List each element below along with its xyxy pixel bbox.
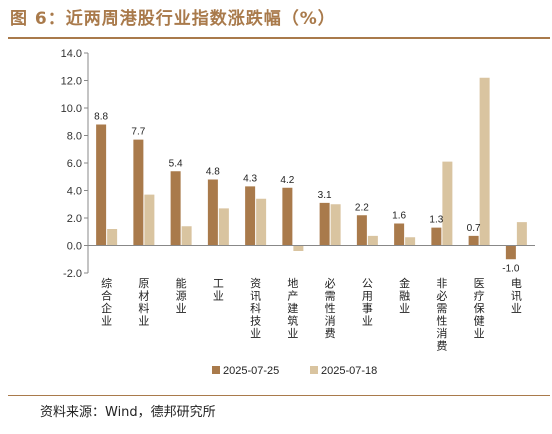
x-category-label: 非必需性消费	[436, 277, 447, 353]
bar-1	[207, 179, 218, 246]
x-category-label: 原材料业	[138, 277, 149, 328]
legend-label-1: 2025-07-25	[223, 365, 279, 377]
bar-2	[442, 161, 453, 246]
bar-2	[107, 229, 118, 246]
data-label: -1.0	[502, 263, 520, 274]
data-label: 1.3	[429, 215, 443, 226]
data-label: 2.2	[355, 202, 369, 213]
data-label: 3.1	[318, 190, 332, 201]
legend-label-2: 2025-07-18	[321, 365, 377, 377]
y-tick-label: 14.0	[61, 48, 82, 60]
data-labels: 8.8 7.7 5.4 4.8 4.3 4.2 3.1 2.2 1.6 1.3 0.7 -1.0	[94, 112, 520, 275]
bar-1	[356, 215, 367, 246]
x-category-label: 公用事业	[362, 277, 373, 328]
data-label: 5.4	[169, 158, 183, 169]
data-label: 7.7	[131, 127, 145, 138]
bar-1	[468, 235, 479, 246]
x-category-label: 医疗保健业	[474, 277, 485, 340]
data-label: 8.8	[94, 112, 108, 123]
source-note: 资料来源：Wind，德邦研究所	[40, 405, 216, 420]
y-axis: -2.0 0.0 2.0 4.0 6.0 8.0 10.0 12.0 14.0	[61, 48, 89, 280]
chart-title: 图 6：近两周港股行业指数涨跌幅（%）	[10, 9, 336, 29]
bar-2	[330, 204, 341, 246]
bar-1	[319, 202, 330, 246]
y-tick-label: 6.0	[67, 158, 82, 170]
legend-swatch-1	[212, 366, 220, 374]
bars	[96, 77, 527, 260]
legend: 2025-07-25 2025-07-18	[212, 365, 377, 377]
y-tick-label: 2.0	[67, 213, 82, 225]
bar-2	[218, 208, 229, 246]
bar-1	[394, 223, 405, 246]
source-divider	[8, 395, 550, 396]
y-tick-label: 12.0	[61, 76, 82, 88]
data-label: 1.6	[392, 211, 406, 222]
x-axis: 综合企业 原材料业 能源业 工业 资讯科技业 地产建筑业 必需性消费 公用事业 金融业 非必需性消…	[88, 245, 535, 353]
bar-2	[144, 194, 155, 246]
data-label: 4.8	[206, 167, 220, 178]
bar-1	[133, 139, 144, 246]
bar-2	[256, 198, 267, 246]
x-category-label: 电讯业	[511, 277, 522, 315]
y-tick-label: 0.0	[67, 241, 82, 253]
y-tick-label: 4.0	[67, 186, 82, 198]
x-category-label: 资讯科技业	[250, 277, 261, 340]
x-category-label: 综合企业	[101, 276, 112, 328]
bar-1	[282, 187, 293, 246]
x-category-label: 必需性消费	[325, 277, 336, 340]
data-label: 4.2	[280, 175, 294, 186]
bar-2	[367, 235, 378, 246]
title-divider	[8, 37, 550, 39]
x-category-label: 金融业	[399, 276, 410, 315]
bar-1	[96, 124, 107, 246]
data-label: 4.3	[243, 173, 257, 184]
bar-1	[170, 171, 181, 246]
x-category-label: 能源业	[176, 276, 187, 315]
bar-2	[479, 77, 490, 246]
bar-1	[431, 227, 442, 246]
bar-2	[405, 237, 416, 246]
y-tick-label: 10.0	[61, 103, 82, 115]
bar-chart: -2.0 0.0 2.0 4.0 6.0 8.0 10.0 12.0 14.0 8.8 7.7 5.…	[61, 48, 535, 377]
bar-1	[245, 186, 256, 246]
y-tick-label: -2.0	[63, 268, 82, 280]
bar-2	[181, 226, 192, 246]
bar-2	[516, 222, 527, 246]
legend-swatch-2	[310, 366, 318, 374]
bar-2	[293, 245, 304, 251]
y-tick-label: 8.0	[67, 131, 82, 143]
data-label: 0.7	[467, 223, 481, 234]
x-category-label: 工业	[213, 277, 224, 303]
bar-1	[505, 245, 516, 260]
x-category-label: 地产建筑业	[287, 277, 298, 340]
